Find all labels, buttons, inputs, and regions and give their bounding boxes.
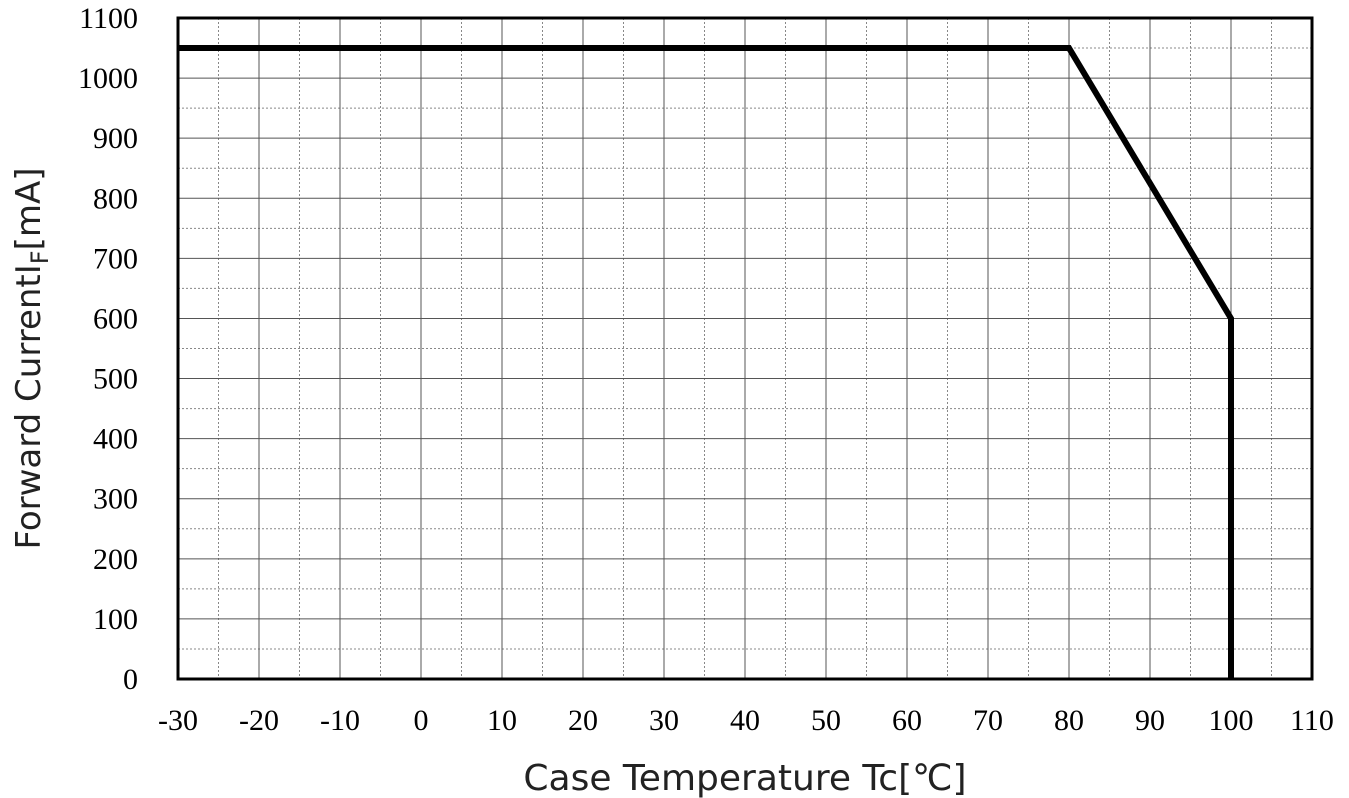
y-tick-label: 400 [93,423,138,456]
series-line-0 [178,45,1234,679]
x-tick-label: -10 [320,704,360,737]
x-tick-label: 80 [1054,704,1084,737]
x-tick-label: 70 [973,704,1003,737]
x-tick-label: 60 [892,704,922,737]
minor-grid [178,18,1312,679]
series-group [178,45,1234,679]
plot-frame [176,16,1314,681]
x-tick-label: 20 [568,704,598,737]
y-tick-label: 0 [123,663,138,696]
x-axis-title: Case Temperature Tc[℃] [523,758,966,798]
y-axis-title-symbol: I [9,264,49,274]
y-tick-label: 600 [93,302,138,335]
x-tick-label: -20 [239,704,279,737]
y-tick-label: 700 [93,242,138,275]
y-tick-label: 900 [93,122,138,155]
x-tick-label: 0 [414,704,429,737]
x-tick-label: 90 [1135,704,1165,737]
y-tick-label: 1000 [78,62,138,95]
y-tick-label: 500 [93,363,138,396]
y-axis-title-subscript: F [26,250,54,264]
y-tick-label: 100 [93,603,138,636]
major-grid [178,18,1312,679]
x-tick-labels: -30 -20 -10 0 10 20 30 40 50 60 70 80 90 100 110 [158,704,1334,737]
y-axis-title: Forward CurrentIF[mA] [9,167,54,549]
y-tick-label: 800 [93,182,138,215]
y-axis-title-unit: [mA] [9,167,49,250]
y-tick-label: 1100 [79,2,138,35]
x-tick-label: -30 [158,704,198,737]
x-tick-label: 30 [649,704,679,737]
y-axis-title-main: Forward Current [9,274,49,549]
y-tick-label: 200 [93,543,138,576]
y-tick-label: 300 [93,483,138,516]
y-tick-labels: 0 100 200 300 400 500 600 700 800 900 1000 1100 [78,2,138,696]
x-tick-label: 10 [487,704,517,737]
x-tick-label: 100 [1209,704,1254,737]
x-tick-label: 40 [730,704,760,737]
x-tick-label: 110 [1290,704,1334,737]
x-tick-label: 50 [811,704,841,737]
